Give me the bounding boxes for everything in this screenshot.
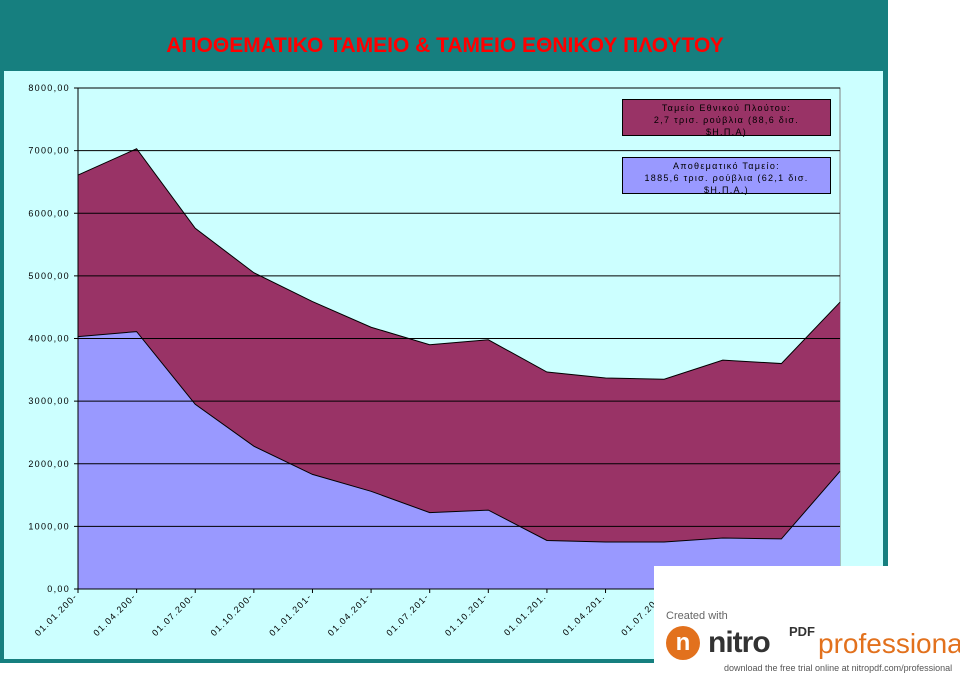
y-tick-label: 5000,00	[28, 271, 70, 281]
watermark-download-text: download the free trial online at nitrop…	[724, 663, 953, 673]
chart-title: ΑΠΟΘΕΜΑΤΙΚΟ ΤΑΜΕΙΟ & ΤΑΜΕΙΟ ΕΘΝΙΚΟΥ ΠΛΟΥ…	[166, 34, 724, 57]
nitro-watermark: Created with n nitro PDF professional do…	[654, 566, 960, 675]
x-tick-label: 01.04.201.	[561, 591, 607, 637]
series-outline-1	[77, 148, 841, 380]
legend-line: $Η.Π.Α.)	[704, 185, 749, 195]
legend-line: Ταμείο Εθνικού Πλούτου:	[661, 103, 792, 113]
legend-line: 1885,6 τρισ. ρούβλια (62,1 δισ.	[644, 173, 809, 183]
x-tick-label: 01.01.201-	[267, 591, 314, 638]
x-tick-label: 01.10.200-	[209, 591, 256, 638]
y-tick-label: 0,00	[47, 584, 70, 594]
x-tick-label: 01.01.200-	[33, 591, 80, 638]
x-tick-label: 01.07.201-	[384, 591, 431, 638]
watermark-pdf: PDF	[789, 624, 815, 639]
series-area-0	[78, 331, 840, 589]
y-tick-label: 1000,00	[28, 521, 70, 531]
legend-line: Αποθεματικό Ταμείο:	[673, 161, 780, 171]
y-tick-label: 7000,00	[28, 146, 70, 156]
x-tick-label: 01.10.201-	[443, 591, 490, 638]
legend-line: $Η.Π.Α)	[705, 127, 748, 137]
watermark-created-text: Created with	[666, 610, 728, 622]
x-tick-label: 01.01.201.	[502, 591, 548, 637]
series-area-1	[78, 148, 840, 543]
title-bar	[4, 4, 883, 71]
y-tick-label: 2000,00	[28, 459, 70, 469]
x-tick-label: 01.04.201-	[326, 591, 373, 638]
legend-wealth-fund: Ταμείο Εθνικού Πλούτου: 2,7 τρισ. ρούβλι…	[622, 99, 831, 137]
x-tick-label: 01.04.200-	[91, 591, 138, 638]
y-tick-label: 4000,00	[28, 334, 70, 344]
watermark-product: professional	[818, 628, 960, 659]
y-tick-label: 6000,00	[28, 208, 70, 218]
nitro-logo-icon: n	[666, 626, 700, 660]
x-tick-label: 01.07.200-	[150, 591, 197, 638]
y-tick-label: 3000,00	[28, 396, 70, 406]
legend-line: 2,7 τρισ. ρούβλια (88,6 δισ.	[653, 115, 800, 125]
watermark-brand: nitro	[708, 626, 771, 659]
legend-reserve-fund: Αποθεματικό Ταμείο: 1885,6 τρισ. ρούβλια…	[622, 157, 831, 195]
y-tick-label: 8000,00	[28, 83, 70, 93]
series-outline-0	[77, 331, 841, 543]
